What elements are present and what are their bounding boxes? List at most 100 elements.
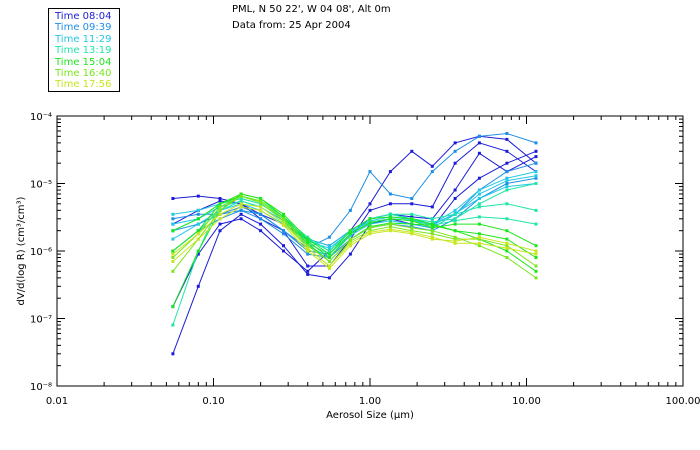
data-point — [368, 217, 372, 221]
data-point — [430, 220, 434, 224]
data-point — [171, 212, 175, 216]
axis-ticks — [56, 115, 684, 387]
data-point — [239, 202, 243, 206]
data-point — [171, 252, 175, 256]
data-point — [388, 229, 392, 233]
data-point — [306, 252, 310, 256]
series-line — [172, 150, 537, 354]
data-point — [453, 161, 457, 165]
data-point — [505, 132, 509, 135]
series-line — [172, 177, 537, 259]
data-point — [327, 256, 331, 259]
data-point — [505, 217, 509, 221]
data-point — [306, 249, 310, 253]
data-point — [410, 202, 414, 206]
data-point — [477, 241, 481, 245]
data-point — [327, 276, 331, 280]
data-point — [410, 197, 414, 200]
data-point — [534, 244, 538, 248]
data-point — [534, 155, 538, 159]
data-point — [534, 176, 538, 180]
legend: Time 08:04 Time 09:39 Time 11:29 Time 13… — [48, 8, 120, 92]
data-point — [534, 222, 538, 226]
data-point — [171, 237, 175, 241]
data-point — [505, 249, 509, 253]
data-point — [505, 161, 509, 165]
legend-item: Time 11:29 — [55, 33, 112, 45]
data-point — [327, 235, 331, 239]
x-axis-label: Aerosol Size (μm) — [326, 410, 414, 421]
x-tick-labels: 0.01 0.10 1.00 10.00 100.00 — [46, 396, 700, 407]
y-tick-label: 10⁻⁶ — [30, 247, 52, 258]
data-point — [171, 305, 175, 309]
data-point — [453, 188, 457, 192]
series-line — [172, 135, 537, 307]
x-tick-label: 1.00 — [359, 396, 381, 407]
data-point — [282, 232, 285, 236]
data-point — [306, 235, 310, 239]
data-point — [368, 221, 372, 225]
data-point — [430, 229, 434, 233]
data-point — [171, 256, 175, 259]
data-point — [171, 249, 175, 253]
data-point — [430, 170, 434, 174]
data-point — [282, 244, 285, 248]
data-point — [534, 141, 538, 145]
data-point — [368, 170, 372, 174]
data-point — [388, 212, 392, 216]
data-point — [196, 212, 200, 216]
data-point — [388, 225, 392, 229]
data-point — [218, 197, 222, 200]
data-point — [368, 230, 372, 234]
data-point — [534, 256, 538, 259]
data-point — [534, 249, 538, 253]
data-point — [306, 237, 310, 241]
data-point — [239, 192, 243, 196]
legend-item: Time 09:39 — [55, 22, 112, 34]
data-point — [196, 217, 200, 221]
data-point — [259, 212, 263, 216]
data-point — [196, 249, 200, 253]
data-point — [239, 208, 243, 212]
data-point — [477, 192, 481, 196]
data-point — [505, 137, 509, 141]
data-point — [348, 237, 352, 241]
data-point — [453, 229, 457, 233]
legend-item: Time 13:19 — [55, 45, 112, 57]
data-point — [282, 229, 285, 233]
data-point — [534, 174, 538, 178]
data-point — [259, 208, 263, 212]
data-point — [239, 217, 243, 221]
data-point — [171, 269, 175, 273]
data-point — [259, 201, 263, 205]
data-point — [410, 215, 414, 219]
data-point — [327, 249, 331, 253]
data-point — [534, 182, 538, 185]
data-point — [306, 272, 310, 276]
data-point — [453, 217, 457, 221]
y-tick-label: 10⁻⁷ — [30, 315, 52, 326]
data-point — [348, 232, 352, 236]
data-point — [282, 217, 285, 221]
data-point — [171, 323, 175, 327]
data-point — [196, 208, 200, 212]
data-point — [388, 170, 392, 174]
data-point — [505, 149, 509, 153]
data-point — [505, 241, 509, 245]
data-point — [171, 260, 175, 263]
data-point — [410, 219, 414, 223]
data-point — [218, 229, 222, 233]
data-point — [410, 149, 414, 153]
data-point — [388, 222, 392, 226]
data-point — [196, 194, 200, 198]
data-point — [327, 267, 331, 270]
data-point — [306, 264, 310, 268]
data-point — [477, 134, 481, 138]
data-point — [306, 244, 310, 248]
data-point — [259, 205, 263, 209]
data-point — [306, 269, 310, 273]
y-axis-label: dV/d(log R) (cm³/cm³) — [16, 196, 27, 305]
data-point — [505, 179, 509, 183]
y-tick-label: 10⁻⁵ — [30, 180, 52, 191]
plot-frame — [56, 115, 684, 387]
